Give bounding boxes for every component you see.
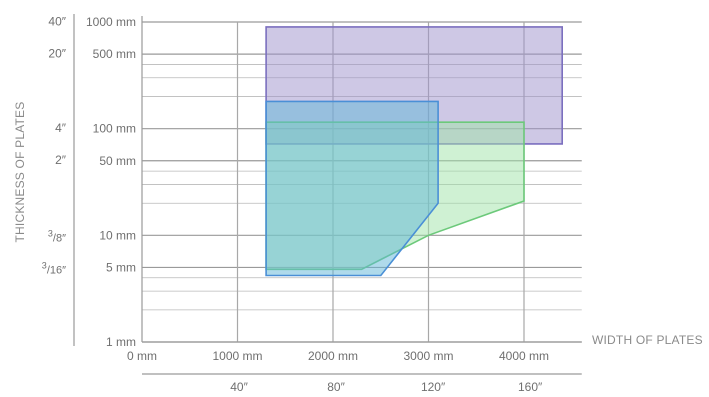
y-tick-label-mm: 1 mm bbox=[106, 335, 136, 349]
chart-axes bbox=[73, 14, 582, 375]
x-tick-label-mm: 4000 mm bbox=[499, 349, 549, 363]
chart-labels: 1000 mm 500 mm 100 mm 50 mm 10 mm 5 mm 1 mm 40″… bbox=[42, 14, 549, 394]
y-tick-label-mm: 10 mm bbox=[99, 228, 136, 242]
x-tick-label-mm: 3000 mm bbox=[403, 349, 453, 363]
region-3 bbox=[265, 100, 439, 277]
y-tick-label-mm: 1000 mm bbox=[86, 15, 136, 29]
y-tick-label-inch: 40″ bbox=[48, 14, 66, 28]
y-tick-label-inch: 20″ bbox=[48, 46, 66, 60]
y-tick-label-inch: 4″ bbox=[55, 121, 67, 135]
y-tick-label-mm: 500 mm bbox=[93, 47, 136, 61]
x-axis-title: WIDTH OF PLATES bbox=[592, 333, 703, 347]
x-tick-label-inch: 80″ bbox=[327, 380, 345, 394]
y-tick-label-inch: 3/16″ bbox=[42, 261, 66, 277]
x-tick-label-mm: 1000 mm bbox=[212, 349, 262, 363]
y-tick-label-mm: 5 mm bbox=[106, 260, 136, 274]
y-tick-label-mm: 50 mm bbox=[99, 154, 136, 168]
y-tick-label-inch: 3/8″ bbox=[48, 229, 66, 245]
y-axis-title: THICKNESS OF PLATES bbox=[13, 102, 27, 243]
x-tick-label-mm: 2000 mm bbox=[308, 349, 358, 363]
y-tick-label-mm: 100 mm bbox=[93, 122, 136, 136]
y-tick-label-inch: 2″ bbox=[55, 153, 67, 167]
x-tick-label-inch: 120″ bbox=[421, 380, 446, 394]
x-tick-label-inch: 40″ bbox=[230, 380, 248, 394]
x-tick-label-mm: 0 mm bbox=[127, 349, 157, 363]
chart-regions bbox=[265, 26, 564, 277]
x-tick-label-inch: 160″ bbox=[518, 380, 543, 394]
